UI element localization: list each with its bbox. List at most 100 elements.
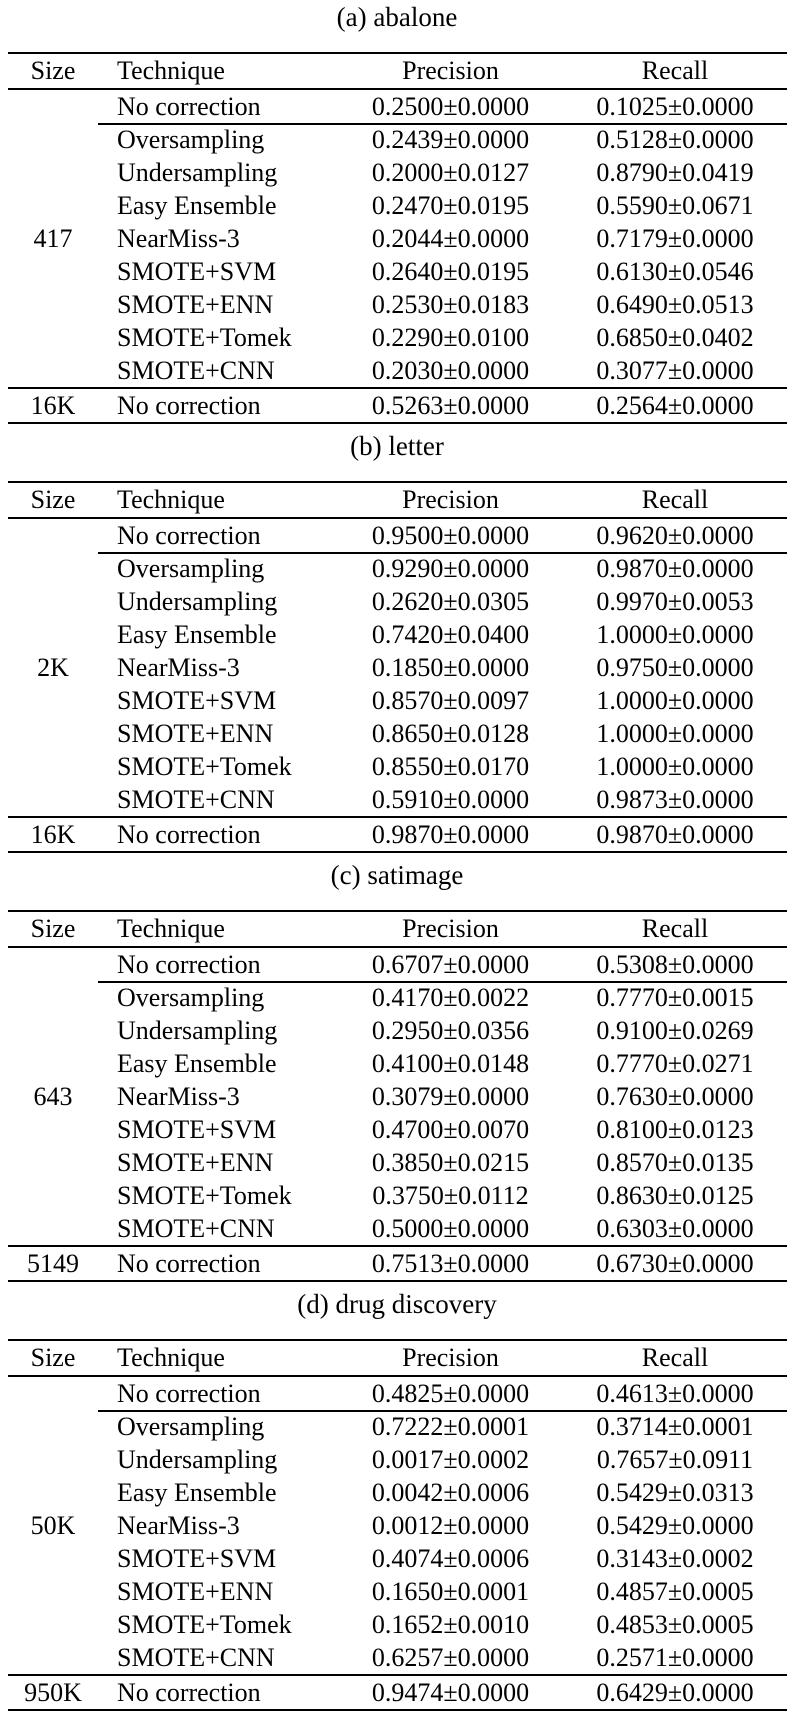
recall-cell: 1.0000±0.0000 — [596, 719, 754, 748]
precision-cell: 0.2000±0.0127 — [371, 158, 530, 187]
technique-cell: SMOTE+Tomek — [117, 323, 292, 352]
table-row: SMOTE+ENN 0.2530±0.0183 0.6490±0.0513 — [8, 288, 787, 321]
recall-cell: 0.6130±0.0546 — [596, 257, 754, 286]
table-header-row: Size Technique Precision Recall — [8, 912, 787, 948]
precision-cell: 0.9870±0.0000 — [371, 820, 530, 849]
column-header-precision: Precision — [402, 56, 499, 85]
precision-cell: 0.7513±0.0000 — [371, 1249, 530, 1278]
size-cell: 5149 — [27, 1249, 79, 1278]
table-row: 50K NearMiss-3 0.0012±0.0000 0.5429±0.00… — [8, 1509, 787, 1542]
recall-cell: 0.6730±0.0000 — [596, 1249, 754, 1278]
size-cell: 950K — [24, 1678, 82, 1707]
results-table-abalone: Size Technique Precision Recall No corre… — [8, 52, 787, 424]
recall-cell: 1.0000±0.0000 — [596, 686, 754, 715]
recall-cell: 0.5308±0.0000 — [563, 948, 787, 983]
technique-cell: NearMiss-3 — [117, 1082, 240, 1111]
table-caption-satimage: (c) satimage — [330, 860, 464, 890]
technique-cell: Undersampling — [117, 1445, 278, 1474]
size-cell — [8, 123, 98, 156]
technique-cell: SMOTE+Tomek — [117, 752, 292, 781]
column-header-size: Size — [30, 1343, 76, 1372]
technique-cell: SMOTE+SVM — [117, 686, 277, 715]
size-cell — [8, 717, 98, 750]
column-header-technique: Technique — [117, 56, 225, 85]
recall-cell: 0.6303±0.0000 — [596, 1214, 754, 1243]
recall-cell: 0.5128±0.0000 — [596, 125, 754, 154]
size-cell — [8, 981, 98, 1014]
table-row: SMOTE+CNN 0.5000±0.0000 0.6303±0.0000 — [8, 1212, 787, 1245]
column-header-recall: Recall — [641, 1343, 709, 1372]
recall-cell: 0.9100±0.0269 — [596, 1016, 754, 1045]
results-table-drug-discovery: Size Technique Precision Recall No corre… — [8, 1339, 787, 1711]
technique-cell: SMOTE+ENN — [117, 1148, 274, 1177]
recall-cell: 0.9870±0.0000 — [596, 554, 754, 583]
technique-cell: Easy Ensemble — [117, 191, 277, 220]
table-header-row: Size Technique Precision Recall — [8, 483, 787, 519]
size-cell — [8, 156, 98, 189]
recall-cell: 0.1025±0.0000 — [563, 90, 787, 125]
technique-cell: SMOTE+ENN — [117, 1577, 274, 1606]
recall-cell: 0.9870±0.0000 — [596, 820, 754, 849]
column-header-technique: Technique — [117, 1343, 225, 1372]
table-row: SMOTE+SVM 0.4700±0.0070 0.8100±0.0123 — [8, 1113, 787, 1146]
size-cell: 417 — [33, 224, 73, 253]
recall-cell: 0.5429±0.0000 — [596, 1511, 754, 1540]
column-header-recall: Recall — [641, 485, 709, 514]
recall-cell: 0.9750±0.0000 — [596, 653, 754, 682]
technique-cell: SMOTE+SVM — [117, 1544, 277, 1573]
table-header-row: Size Technique Precision Recall — [8, 1341, 787, 1377]
table-row: Oversampling 0.9290±0.0000 0.9870±0.0000 — [8, 552, 787, 585]
column-header-precision: Precision — [402, 914, 499, 943]
precision-cell: 0.0012±0.0000 — [371, 1511, 530, 1540]
table-row: SMOTE+CNN 0.6257±0.0000 0.2571±0.0000 — [8, 1641, 787, 1674]
size-cell — [8, 354, 98, 387]
table-row: SMOTE+Tomek 0.2290±0.0100 0.6850±0.0402 — [8, 321, 787, 354]
precision-cell: 0.5000±0.0000 — [371, 1214, 530, 1243]
recall-cell: 0.7657±0.0911 — [596, 1445, 754, 1474]
precision-cell: 0.6257±0.0000 — [371, 1643, 530, 1672]
recall-cell: 0.6429±0.0000 — [596, 1678, 754, 1707]
technique-cell: Oversampling — [117, 1412, 265, 1441]
technique-cell: SMOTE+CNN — [117, 356, 275, 385]
precision-cell: 0.9474±0.0000 — [371, 1678, 530, 1707]
table-caption-drug-discovery: (d) drug discovery — [297, 1289, 497, 1319]
column-header-precision: Precision — [402, 1343, 499, 1372]
technique-cell: No correction — [117, 1678, 261, 1707]
table-row: Easy Ensemble 0.2470±0.0195 0.5590±0.067… — [8, 189, 787, 222]
recall-cell: 0.7179±0.0000 — [596, 224, 754, 253]
precision-cell: 0.1652±0.0010 — [371, 1610, 530, 1639]
size-cell — [8, 783, 98, 816]
size-cell: 2K — [37, 653, 69, 682]
column-header-technique: Technique — [117, 485, 225, 514]
precision-cell: 0.0042±0.0006 — [371, 1478, 530, 1507]
technique-cell: No correction — [117, 820, 261, 849]
table-row: SMOTE+SVM 0.8570±0.0097 1.0000±0.0000 — [8, 684, 787, 717]
size-cell — [8, 288, 98, 321]
size-cell — [8, 1377, 98, 1412]
precision-cell: 0.2470±0.0195 — [371, 191, 530, 220]
technique-cell: NearMiss-3 — [117, 653, 240, 682]
precision-cell: 0.4170±0.0022 — [371, 983, 530, 1012]
table-row: Undersampling 0.2000±0.0127 0.8790±0.041… — [8, 156, 787, 189]
table-block-satimage: (c) satimage Size Technique Precision Re… — [0, 861, 794, 1282]
size-cell — [8, 1014, 98, 1047]
table-caption-letter: (b) letter — [350, 431, 444, 461]
precision-cell: 0.4100±0.0148 — [371, 1049, 530, 1078]
recall-cell: 0.3077±0.0000 — [596, 356, 754, 385]
table-row: SMOTE+Tomek 0.1652±0.0010 0.4853±0.0005 — [8, 1608, 787, 1641]
size-cell: 16K — [30, 391, 76, 420]
table-row: Undersampling 0.2950±0.0356 0.9100±0.026… — [8, 1014, 787, 1047]
size-cell — [8, 1146, 98, 1179]
technique-cell: No correction — [117, 1249, 261, 1278]
table-body: No correction 0.4825±0.0000 0.4613±0.000… — [8, 1377, 787, 1709]
table-block-letter: (b) letter Size Technique Precision Reca… — [0, 432, 794, 853]
size-cell — [8, 1575, 98, 1608]
recall-cell: 0.8630±0.0125 — [596, 1181, 754, 1210]
technique-cell: Oversampling — [117, 554, 265, 583]
precision-cell: 0.0017±0.0002 — [371, 1445, 530, 1474]
technique-cell: No correction — [98, 519, 338, 554]
technique-cell: Undersampling — [117, 587, 278, 616]
results-table-satimage: Size Technique Precision Recall No corre… — [8, 910, 787, 1282]
table-row: SMOTE+SVM 0.4074±0.0006 0.3143±0.0002 — [8, 1542, 787, 1575]
table-row: 2K NearMiss-3 0.1850±0.0000 0.9750±0.000… — [8, 651, 787, 684]
